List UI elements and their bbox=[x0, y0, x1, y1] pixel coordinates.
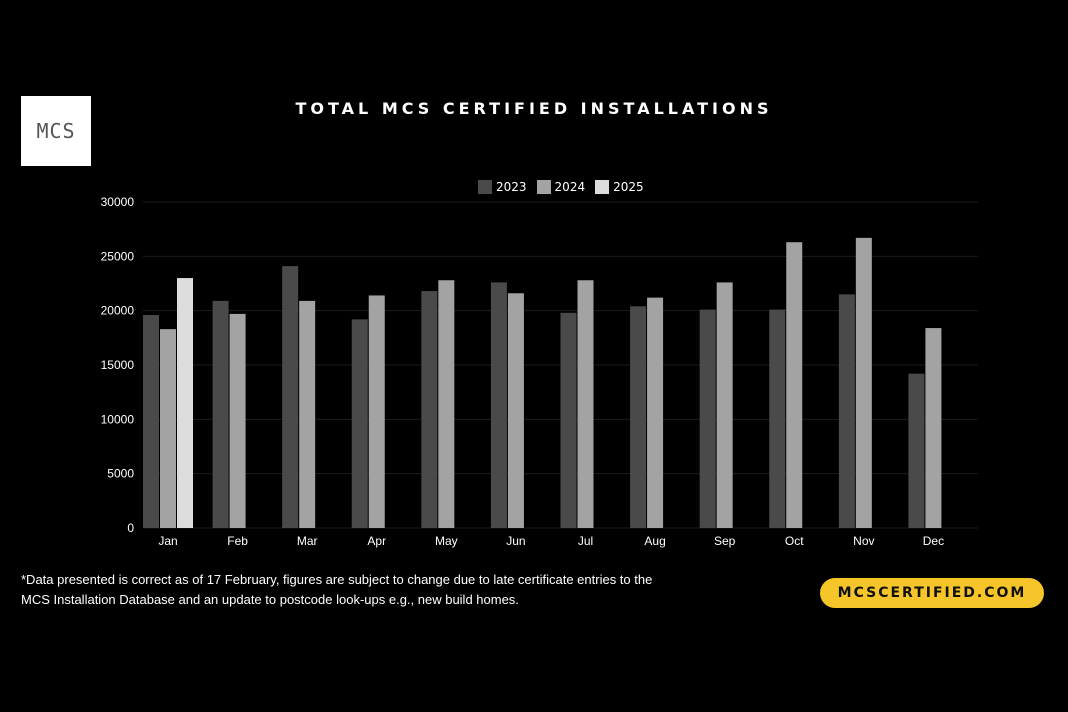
legend-item-2025: 2025 bbox=[595, 180, 644, 194]
x-tick-label-feb: Feb bbox=[227, 534, 248, 548]
bar-feb-2023 bbox=[212, 300, 229, 528]
footnote-line-1: *Data presented is correct as of 17 Febr… bbox=[21, 572, 653, 587]
x-tick-label-nov: Nov bbox=[853, 534, 874, 548]
legend-swatch-2024 bbox=[536, 180, 551, 194]
bar-mar-2024 bbox=[299, 300, 316, 528]
legend-swatch-2025 bbox=[595, 180, 610, 194]
bar-dec-2023 bbox=[908, 373, 925, 528]
legend-label-2024: 2024 bbox=[554, 180, 586, 194]
bar-jun-2024 bbox=[507, 293, 524, 528]
footnote: *Data presented is correct as of 17 Febr… bbox=[21, 570, 741, 610]
x-tick-label-sep: Sep bbox=[714, 534, 736, 548]
legend-swatch-2023 bbox=[478, 180, 492, 194]
y-tick-label-25000: 25000 bbox=[101, 249, 135, 263]
x-tick-label-jan: Jan bbox=[158, 534, 177, 548]
bar-aug-2024 bbox=[647, 297, 664, 528]
bar-may-2024 bbox=[438, 280, 455, 528]
y-tick-label-20000: 20000 bbox=[101, 304, 135, 318]
bar-oct-2024 bbox=[786, 242, 803, 528]
bar-jan-2023 bbox=[143, 315, 159, 528]
x-tick-label-mar: Mar bbox=[297, 534, 318, 548]
legend-label-2025: 2025 bbox=[613, 180, 644, 194]
bar-dec-2024 bbox=[925, 328, 942, 528]
mcs-certified-link-button[interactable]: MCSCERTIFIED.COM bbox=[820, 578, 1044, 608]
mcs-logo: MCS bbox=[21, 96, 91, 166]
x-tick-label-jun: Jun bbox=[506, 534, 525, 548]
y-tick-label-10000: 10000 bbox=[101, 412, 135, 426]
bar-jul-2024 bbox=[577, 280, 594, 528]
x-tick-label-jul: Jul bbox=[578, 534, 593, 548]
footnote-line-2: MCS Installation Database and an update … bbox=[21, 592, 519, 607]
bar-mar-2023 bbox=[282, 266, 299, 528]
x-tick-label-aug: Aug bbox=[644, 534, 665, 548]
bar-sep-2024 bbox=[716, 282, 733, 528]
legend-item-2023: 2023 bbox=[478, 180, 527, 194]
y-tick-label-15000: 15000 bbox=[101, 358, 135, 372]
chart-legend: 2023 2024 2025 bbox=[478, 180, 644, 194]
bar-aug-2023 bbox=[630, 306, 647, 528]
y-tick-label-0: 0 bbox=[127, 521, 134, 535]
legend-label-2023: 2023 bbox=[496, 180, 527, 194]
bar-feb-2024 bbox=[229, 313, 246, 528]
bar-jun-2023 bbox=[490, 282, 507, 528]
bar-jan-2024 bbox=[160, 329, 176, 528]
bar-nov-2024 bbox=[855, 237, 872, 529]
legend-item-2024: 2024 bbox=[536, 180, 586, 194]
bar-may-2023 bbox=[421, 291, 438, 528]
logo-text: MCS bbox=[36, 119, 76, 143]
chart-title: TOTAL MCS CERTIFIED INSTALLATIONS bbox=[295, 99, 773, 118]
bar-jan-2025 bbox=[177, 278, 193, 528]
x-tick-label-apr: Apr bbox=[367, 534, 386, 548]
y-tick-label-5000: 5000 bbox=[107, 467, 134, 481]
x-tick-label-oct: Oct bbox=[785, 534, 804, 548]
y-tick-label-30000: 30000 bbox=[101, 195, 135, 209]
bar-sep-2023 bbox=[699, 309, 716, 528]
bar-nov-2023 bbox=[838, 294, 855, 528]
x-tick-label-may: May bbox=[435, 534, 458, 548]
bar-apr-2024 bbox=[368, 295, 385, 528]
bar-oct-2023 bbox=[769, 309, 786, 528]
x-tick-label-dec: Dec bbox=[923, 534, 944, 548]
bar-apr-2023 bbox=[351, 319, 368, 528]
bar-jul-2023 bbox=[560, 312, 577, 528]
